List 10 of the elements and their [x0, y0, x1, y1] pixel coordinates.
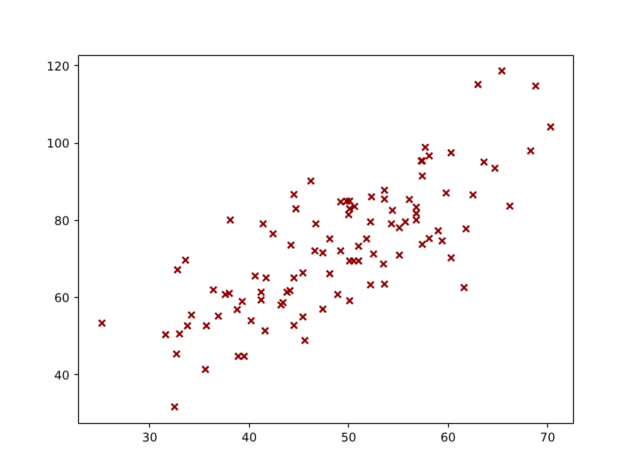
x-tick-label: 50	[341, 430, 356, 444]
y-tick-label: 40	[54, 368, 70, 382]
x-tick-label: 70	[540, 430, 556, 444]
x-tick-label: 60	[440, 430, 456, 444]
x-tick-label: 30	[142, 430, 158, 444]
y-tick-label: 120	[46, 59, 70, 74]
x-tick-label: 40	[242, 430, 257, 444]
y-tick-label: 100	[46, 136, 70, 151]
y-tick-label: 60	[54, 291, 70, 306]
y-tick-label: 80	[54, 214, 70, 228]
